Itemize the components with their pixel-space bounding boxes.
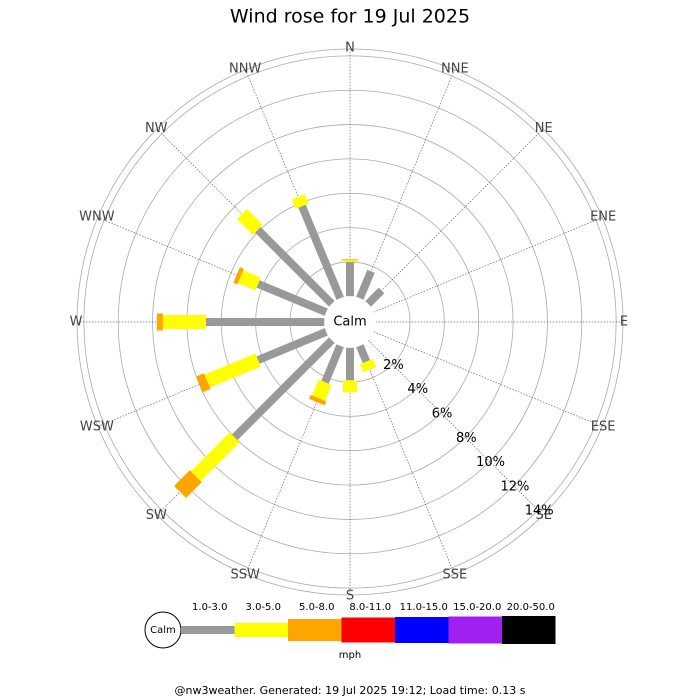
legend-swatch	[288, 619, 342, 641]
legend-label: 11.0-15.0	[400, 602, 448, 613]
legend-swatch	[234, 623, 288, 637]
direction-label: ENE	[590, 210, 616, 225]
direction-label: NE	[535, 121, 553, 136]
ring-label: 2%	[383, 358, 404, 373]
rose-segment	[256, 280, 328, 316]
rose-segment	[196, 373, 211, 393]
rose-segment	[204, 353, 261, 388]
rose-segment	[359, 358, 377, 373]
direction-label: WNW	[79, 210, 115, 225]
chart-title: Wind rose for 19 Jul 2025	[230, 6, 470, 28]
unit-label: mph	[339, 650, 361, 661]
calm-label: Calm	[333, 315, 366, 330]
direction-label: NNE	[441, 61, 469, 76]
rose-segment	[291, 194, 309, 209]
rose-segment	[231, 337, 335, 441]
rose-segment	[356, 269, 375, 300]
legend-label: 1.0-3.0	[192, 602, 227, 613]
spoke	[367, 339, 544, 516]
rose-segment	[233, 267, 244, 285]
spoke	[245, 69, 341, 299]
direction-label: SSE	[442, 568, 467, 583]
legend-swatch	[395, 617, 449, 643]
rose-segment	[237, 209, 263, 235]
rose-segment	[190, 432, 240, 482]
rose-segment	[365, 287, 385, 307]
rose-segment	[312, 379, 332, 401]
direction-label: SE	[536, 508, 552, 523]
legend-swatch	[181, 626, 235, 634]
rose-segment	[308, 394, 327, 406]
spoke	[359, 345, 455, 575]
ring-label: 14%	[525, 504, 554, 519]
spoke	[245, 345, 341, 575]
legend-label: 3.0-5.0	[246, 602, 281, 613]
direction-label: SW	[146, 508, 167, 523]
calm-circle	[324, 296, 376, 348]
spoke	[373, 331, 603, 427]
rose-segment	[321, 344, 344, 384]
spoke	[367, 128, 544, 305]
ring-label: 12%	[500, 479, 529, 494]
ring-label: 4%	[407, 382, 428, 397]
legend-swatch	[502, 616, 556, 644]
ring-label: 10%	[476, 455, 505, 470]
legend-label: 15.0-20.0	[453, 602, 501, 613]
footer: @nw3weather. Generated: 19 Jul 2025 19:1…	[175, 684, 526, 697]
legend-swatch	[341, 617, 395, 643]
rose-segment	[174, 470, 202, 498]
direction-label: NW	[145, 121, 168, 136]
rose-segment	[256, 328, 328, 364]
legend-label: 5.0-8.0	[299, 602, 334, 613]
rose-segment	[237, 270, 261, 291]
legend-swatch	[448, 616, 502, 644]
rose-segment	[356, 344, 371, 364]
direction-label: S	[346, 589, 354, 604]
direction-label: NNW	[229, 61, 261, 76]
direction-label: N	[345, 41, 355, 56]
legend-label: 20.0-50.0	[507, 602, 555, 613]
direction-label: E	[620, 315, 628, 330]
spoke	[373, 217, 603, 313]
direction-label: ESE	[591, 419, 616, 434]
rose-segment	[254, 226, 335, 307]
legend-calm-label: Calm	[150, 625, 176, 636]
direction-label: WSW	[80, 419, 114, 434]
rose-segment	[298, 204, 344, 300]
legend-label: 8.0-11.0	[349, 602, 391, 613]
ring-label: 8%	[456, 431, 477, 446]
direction-label: W	[70, 315, 83, 330]
grid-ring	[117, 89, 583, 555]
direction-label: SSW	[230, 568, 260, 583]
spoke	[97, 217, 327, 313]
spoke	[359, 69, 455, 299]
ring-label: 6%	[432, 407, 453, 422]
